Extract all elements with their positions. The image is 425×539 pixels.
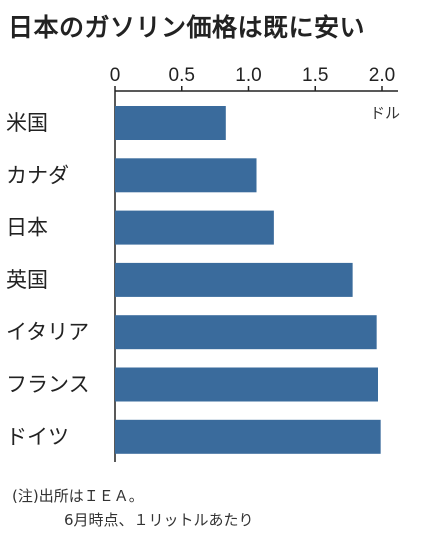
- category-label: ドイツ: [6, 425, 69, 449]
- bar-3: [115, 262, 353, 297]
- category-label: 米国: [6, 111, 48, 135]
- bar-6: [115, 419, 381, 454]
- category-label: イタリア: [6, 320, 89, 344]
- category-label: フランス: [6, 373, 90, 397]
- x-tick-label: 1.0: [235, 65, 261, 86]
- category-label: 英国: [6, 268, 48, 292]
- category-label: カナダ: [6, 163, 69, 187]
- bar-1: [115, 158, 257, 193]
- bar-5: [115, 367, 378, 402]
- source-note: (注)出所はＩＥＡ。: [12, 487, 144, 505]
- x-tick-label: 0: [110, 65, 121, 86]
- unit-label: ドル: [370, 104, 400, 122]
- bar-0: [115, 106, 226, 140]
- unit-note: 6月時点、１リットルあたり: [64, 511, 254, 529]
- x-tick-label: 2.0: [369, 65, 395, 86]
- bar-2: [115, 210, 274, 245]
- category-label: 日本: [6, 216, 48, 240]
- x-tick-label: 0.5: [169, 65, 195, 86]
- chart-title: 日本のガソリン価格は既に安い: [8, 13, 366, 42]
- x-tick-label: 1.5: [302, 65, 328, 86]
- bar-4: [115, 315, 377, 350]
